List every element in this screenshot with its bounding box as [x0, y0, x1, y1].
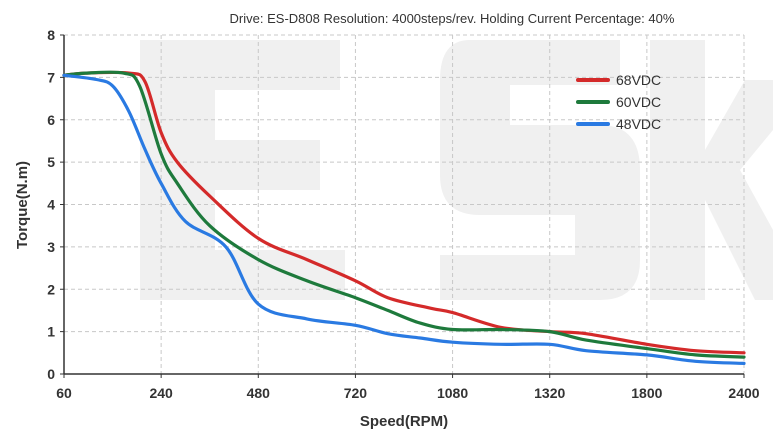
y-tick-label-6: 6 [47, 112, 55, 128]
y-tick-label-7: 7 [47, 69, 55, 85]
y-tick-label-8: 8 [47, 27, 55, 43]
legend-label-48vdc: 48VDC [616, 116, 661, 132]
legend-label-68vdc: 68VDC [616, 72, 661, 88]
series-line-68vdc [62, 70, 746, 355]
x-tick-label-2400: 2400 [728, 385, 759, 401]
y-tick-label-3: 3 [47, 239, 55, 255]
y-tick-label-0: 0 [47, 366, 55, 382]
y-axis-label: Torque(N.m) [14, 161, 31, 249]
y-tick-label-4: 4 [47, 197, 55, 213]
series-lines [62, 70, 746, 365]
x-axis-label: Speed(RPM) [360, 413, 448, 430]
x-tick-label-1080: 1080 [437, 385, 468, 401]
y-tick-label-1: 1 [47, 324, 55, 340]
x-tick-label-480: 480 [247, 385, 271, 401]
series-line-48vdc [62, 73, 746, 365]
watermark-logo [140, 40, 773, 300]
x-axis-ticks: 60 240 480 720 1080 1320 1800 2400 [56, 374, 760, 401]
y-axis-ticks: 0 1 2 3 4 5 6 7 8 [47, 27, 64, 382]
x-tick-label-60: 60 [56, 385, 72, 401]
x-tick-label-1800: 1800 [631, 385, 662, 401]
y-tick-label-5: 5 [47, 154, 55, 170]
chart-title: Drive: ES-D808 Resolution: 4000steps/rev… [230, 11, 675, 26]
legend: 68VDC 60VDC 48VDC [576, 72, 661, 132]
y-tick-label-2: 2 [47, 281, 55, 297]
x-tick-label-240: 240 [149, 385, 173, 401]
x-tick-label-720: 720 [344, 385, 368, 401]
legend-label-60vdc: 60VDC [616, 94, 661, 110]
x-tick-label-1320: 1320 [534, 385, 565, 401]
series-line-60vdc [62, 70, 746, 359]
